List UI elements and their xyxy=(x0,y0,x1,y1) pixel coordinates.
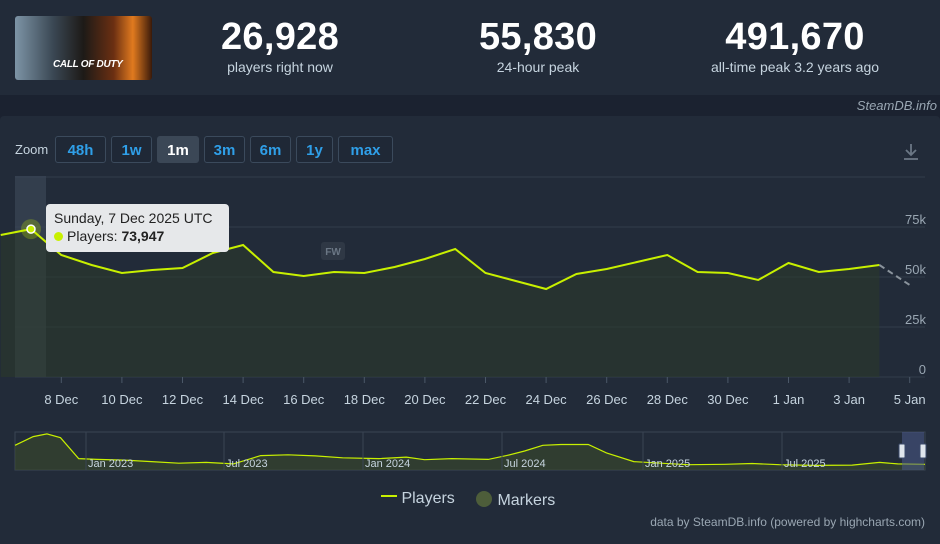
stat-value: 26,928 xyxy=(220,16,340,58)
fw-marker[interactable]: FW xyxy=(321,242,345,260)
y-axis-labels: 0 25k 50k 75k xyxy=(905,212,926,377)
steamdb-credit[interactable]: SteamDB.info xyxy=(856,98,937,113)
legend-marker-icon xyxy=(476,491,492,507)
navigator-area xyxy=(15,433,925,470)
navigator-label: Jul 2025 xyxy=(784,458,826,470)
zoom-3m-button[interactable]: 3m xyxy=(204,136,245,163)
stat-value: 491,670 xyxy=(725,16,865,58)
stat-24h-peak: 55,830 24-hour peak xyxy=(463,16,613,76)
x-tick-label: 30 Dec xyxy=(707,392,749,407)
players-line[interactable] xyxy=(0,228,880,291)
tooltip-value-row: Players: 73,947 xyxy=(54,227,221,246)
stat-label: 24-hour peak xyxy=(496,59,580,75)
x-tick-label: 3 Jan xyxy=(833,392,865,407)
navigator-line xyxy=(14,433,926,467)
download-icon[interactable] xyxy=(901,142,921,162)
x-axis-labels: 8 Dec 10 Dec 12 Dec 14 Dec 16 Dec 18 Dec 20 De… xyxy=(44,377,926,407)
player-chart: FW 8 Dec 10 Dec 12 Dec 14 Dec 16 Dec 18 Dec 20… xyxy=(0,176,927,471)
players-partial-line xyxy=(878,264,911,286)
navigator-label: Jan 2023 xyxy=(88,458,133,470)
y-tick-label: 25k xyxy=(905,312,926,327)
stat-label: players right now xyxy=(227,59,333,75)
legend-markers[interactable]: Markers xyxy=(475,490,555,510)
navigator[interactable]: Jan 2023 Jul 2023 Jan 2024 Jul 2024 Jan 2025… xyxy=(14,431,927,471)
navigator-label: Jul 2024 xyxy=(504,458,546,470)
zoom-48h-button[interactable]: 48h xyxy=(55,136,106,163)
zoom-max-button[interactable]: max xyxy=(338,136,393,163)
navigator-label: Jul 2023 xyxy=(226,458,268,470)
highcharts-credit[interactable]: data by SteamDB.info (powered by highcha… xyxy=(650,515,925,529)
legend-line-icon xyxy=(381,495,397,497)
zoom-1w-button[interactable]: 1w xyxy=(111,136,152,163)
x-tick-label: 12 Dec xyxy=(162,392,204,407)
zoom-label: Zoom xyxy=(15,142,49,157)
stat-current-players: 26,928 players right now xyxy=(205,16,355,76)
stat-label: all-time peak 3.2 years ago xyxy=(710,59,880,75)
tooltip-date: Sunday, 7 Dec 2025 UTC xyxy=(54,210,213,226)
y-tick-label: 0 xyxy=(919,362,926,377)
game-thumbnail[interactable]: CALL OF DUTY xyxy=(15,16,152,80)
x-tick-label: 28 Dec xyxy=(647,392,689,407)
legend-players[interactable]: Players xyxy=(381,490,455,508)
zoom-1m-button[interactable]: 1m xyxy=(157,136,199,163)
x-tick-label: 16 Dec xyxy=(283,392,325,407)
navigator-selection xyxy=(902,432,924,470)
zoom-6m-button[interactable]: 6m xyxy=(250,136,291,163)
x-tick-label: 20 Dec xyxy=(404,392,446,407)
x-tick-label: 5 Jan xyxy=(894,392,926,407)
navigator-handle-right xyxy=(919,443,927,459)
y-tick-label: 50k xyxy=(905,262,926,277)
players-area xyxy=(0,229,880,377)
legend-markers-label: Markers xyxy=(497,492,556,509)
stat-value: 55,830 xyxy=(478,16,598,58)
fw-marker-label: FW xyxy=(325,247,341,258)
x-tick-label: 26 Dec xyxy=(586,392,628,407)
navigator-label: Jan 2025 xyxy=(645,458,690,470)
navigator-label: Jan 2024 xyxy=(365,458,410,470)
legend-players-label: Players xyxy=(401,490,455,507)
x-tick-label: 22 Dec xyxy=(465,392,507,407)
x-tick-label: 10 Dec xyxy=(101,392,143,407)
chart-tooltip: Sunday, 7 Dec 2025 UTC Players: 73,947 xyxy=(46,204,229,252)
x-tick-label: 1 Jan xyxy=(773,392,805,407)
stat-all-time-peak: 491,670 all-time peak 3.2 years ago xyxy=(680,16,910,76)
series-dot-icon xyxy=(54,232,63,241)
hover-point xyxy=(21,219,41,240)
tooltip-series-label: Players: xyxy=(67,228,118,244)
stats-header: CALL OF DUTY 26,928 players right now 55… xyxy=(0,0,940,95)
x-tick-label: 14 Dec xyxy=(222,392,264,407)
x-tick-label: 24 Dec xyxy=(525,392,567,407)
x-tick-label: 8 Dec xyxy=(44,392,78,407)
zoom-1y-button[interactable]: 1y xyxy=(296,136,333,163)
game-logo-text: CALL OF DUTY xyxy=(53,59,123,70)
x-tick-label: 18 Dec xyxy=(344,392,386,407)
tooltip-value: 73,947 xyxy=(121,228,165,244)
hover-point-dot xyxy=(26,224,36,234)
navigator-handle-left xyxy=(898,443,906,459)
y-tick-label: 75k xyxy=(905,212,926,227)
